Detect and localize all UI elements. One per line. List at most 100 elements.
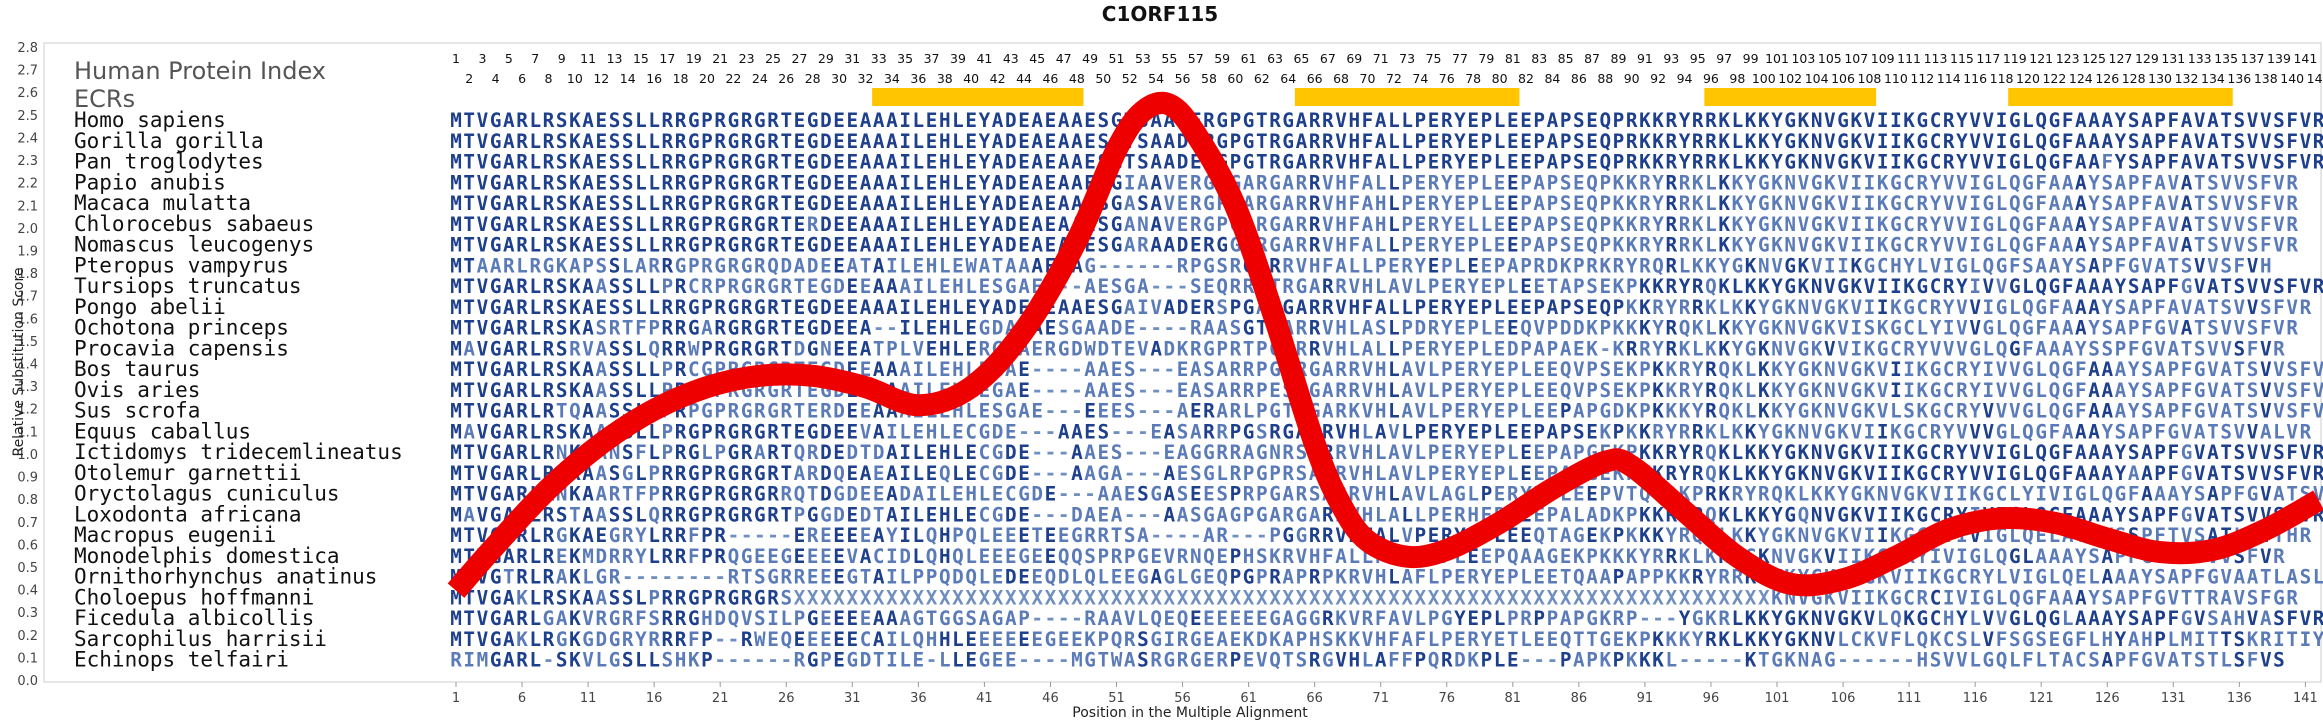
residue: I	[1996, 462, 2008, 485]
position-index-label: 139	[2267, 51, 2291, 66]
residue: G	[2035, 296, 2047, 319]
residue: A	[860, 317, 872, 340]
residue: L	[913, 213, 925, 236]
residue: A	[1031, 213, 1043, 236]
residue: A	[582, 503, 594, 526]
residue: F	[1348, 192, 1360, 215]
residue: R	[714, 545, 726, 568]
residue: S	[2220, 420, 2232, 443]
residue: R	[1190, 213, 1202, 236]
residue: A	[1150, 192, 1162, 215]
y-tick-label: 1.6	[17, 312, 38, 327]
residue: V	[1996, 400, 2008, 423]
residue: R	[794, 566, 806, 589]
residue: R	[675, 296, 687, 319]
residue: G	[1599, 628, 1611, 651]
residue: P	[952, 524, 964, 547]
residue: I	[899, 441, 911, 464]
residue: A	[582, 213, 594, 236]
position-index-label: 103	[1791, 51, 1815, 66]
residue: G	[1547, 545, 1559, 568]
residue: M	[450, 628, 462, 651]
residue: R	[1943, 109, 1955, 132]
residue: I	[1850, 234, 1862, 257]
residue: R	[741, 234, 753, 257]
residue: R	[767, 109, 779, 132]
residue: F	[2286, 151, 2298, 174]
residue: S	[556, 130, 568, 153]
residue: R	[1282, 275, 1294, 298]
residue: Q	[1705, 275, 1717, 298]
residue: E	[1507, 171, 1519, 194]
residue: N	[1811, 109, 1823, 132]
residue: G	[1784, 254, 1796, 277]
residue: I	[1877, 151, 1889, 174]
residue: P	[701, 213, 713, 236]
residue: T	[2234, 379, 2246, 402]
residue: K	[1626, 317, 1638, 340]
residue: V	[1930, 483, 1942, 506]
residue: E	[1613, 379, 1625, 402]
residue: X	[1348, 586, 1360, 609]
residue: G	[1798, 358, 1810, 381]
residue: G	[1216, 109, 1228, 132]
residue: E	[1045, 234, 1057, 257]
residue: K	[1758, 628, 1770, 651]
residue: K	[1864, 337, 1876, 360]
residue: S	[2088, 649, 2100, 672]
x-tick-label: 36	[910, 691, 927, 706]
residue: E	[1018, 462, 1030, 485]
residue: A	[754, 441, 766, 464]
residue: K	[1758, 607, 1770, 630]
residue: Q	[1150, 607, 1162, 630]
residue: V	[1824, 607, 1836, 630]
residue: P	[1639, 628, 1651, 651]
residue: R	[701, 254, 713, 277]
residue: E	[833, 296, 845, 319]
ecr-bar	[2008, 88, 2233, 106]
residue: X	[926, 586, 938, 609]
residue: K	[1718, 462, 1730, 485]
residue: L	[1494, 420, 1506, 443]
residue: R	[1256, 213, 1268, 236]
residue: Q	[728, 607, 740, 630]
position-index-label: 16	[646, 71, 662, 86]
position-index-label: 70	[1360, 71, 1376, 86]
residue: A	[1375, 151, 1387, 174]
residue: C	[1943, 379, 1955, 402]
residue: E	[1560, 545, 1572, 568]
residue: Q	[2022, 524, 2034, 547]
residue: I	[913, 358, 925, 381]
position-index-label: 108	[1858, 71, 1882, 86]
residue: C	[860, 628, 872, 651]
residue: R	[1335, 275, 1347, 298]
residue: I	[1996, 441, 2008, 464]
residue: K	[1890, 420, 1902, 443]
position-index-label: 14	[620, 71, 636, 86]
residue: G	[1784, 109, 1796, 132]
residue: A	[556, 607, 568, 630]
residue: R	[675, 524, 687, 547]
residue: K	[1243, 628, 1255, 651]
residue: S	[2194, 524, 2206, 547]
residue: A	[873, 296, 885, 319]
residue: X	[1230, 586, 1242, 609]
residue: R	[1692, 441, 1704, 464]
residue: R	[2313, 130, 2323, 153]
residue: L	[965, 358, 977, 381]
residue: E	[952, 254, 964, 277]
residue: L	[952, 628, 964, 651]
residue: V	[1956, 317, 1968, 340]
residue: V	[1811, 420, 1823, 443]
residue: P	[1613, 296, 1625, 319]
residue: S	[1573, 130, 1585, 153]
residue: A	[2273, 483, 2285, 506]
residue: E	[926, 503, 938, 526]
residue: K	[569, 358, 581, 381]
residue: G	[807, 151, 819, 174]
residue: I	[1824, 254, 1836, 277]
residue: -	[1190, 524, 1202, 547]
residue: G	[1930, 358, 1942, 381]
residue: R	[1296, 337, 1308, 360]
residue: A	[503, 462, 515, 485]
